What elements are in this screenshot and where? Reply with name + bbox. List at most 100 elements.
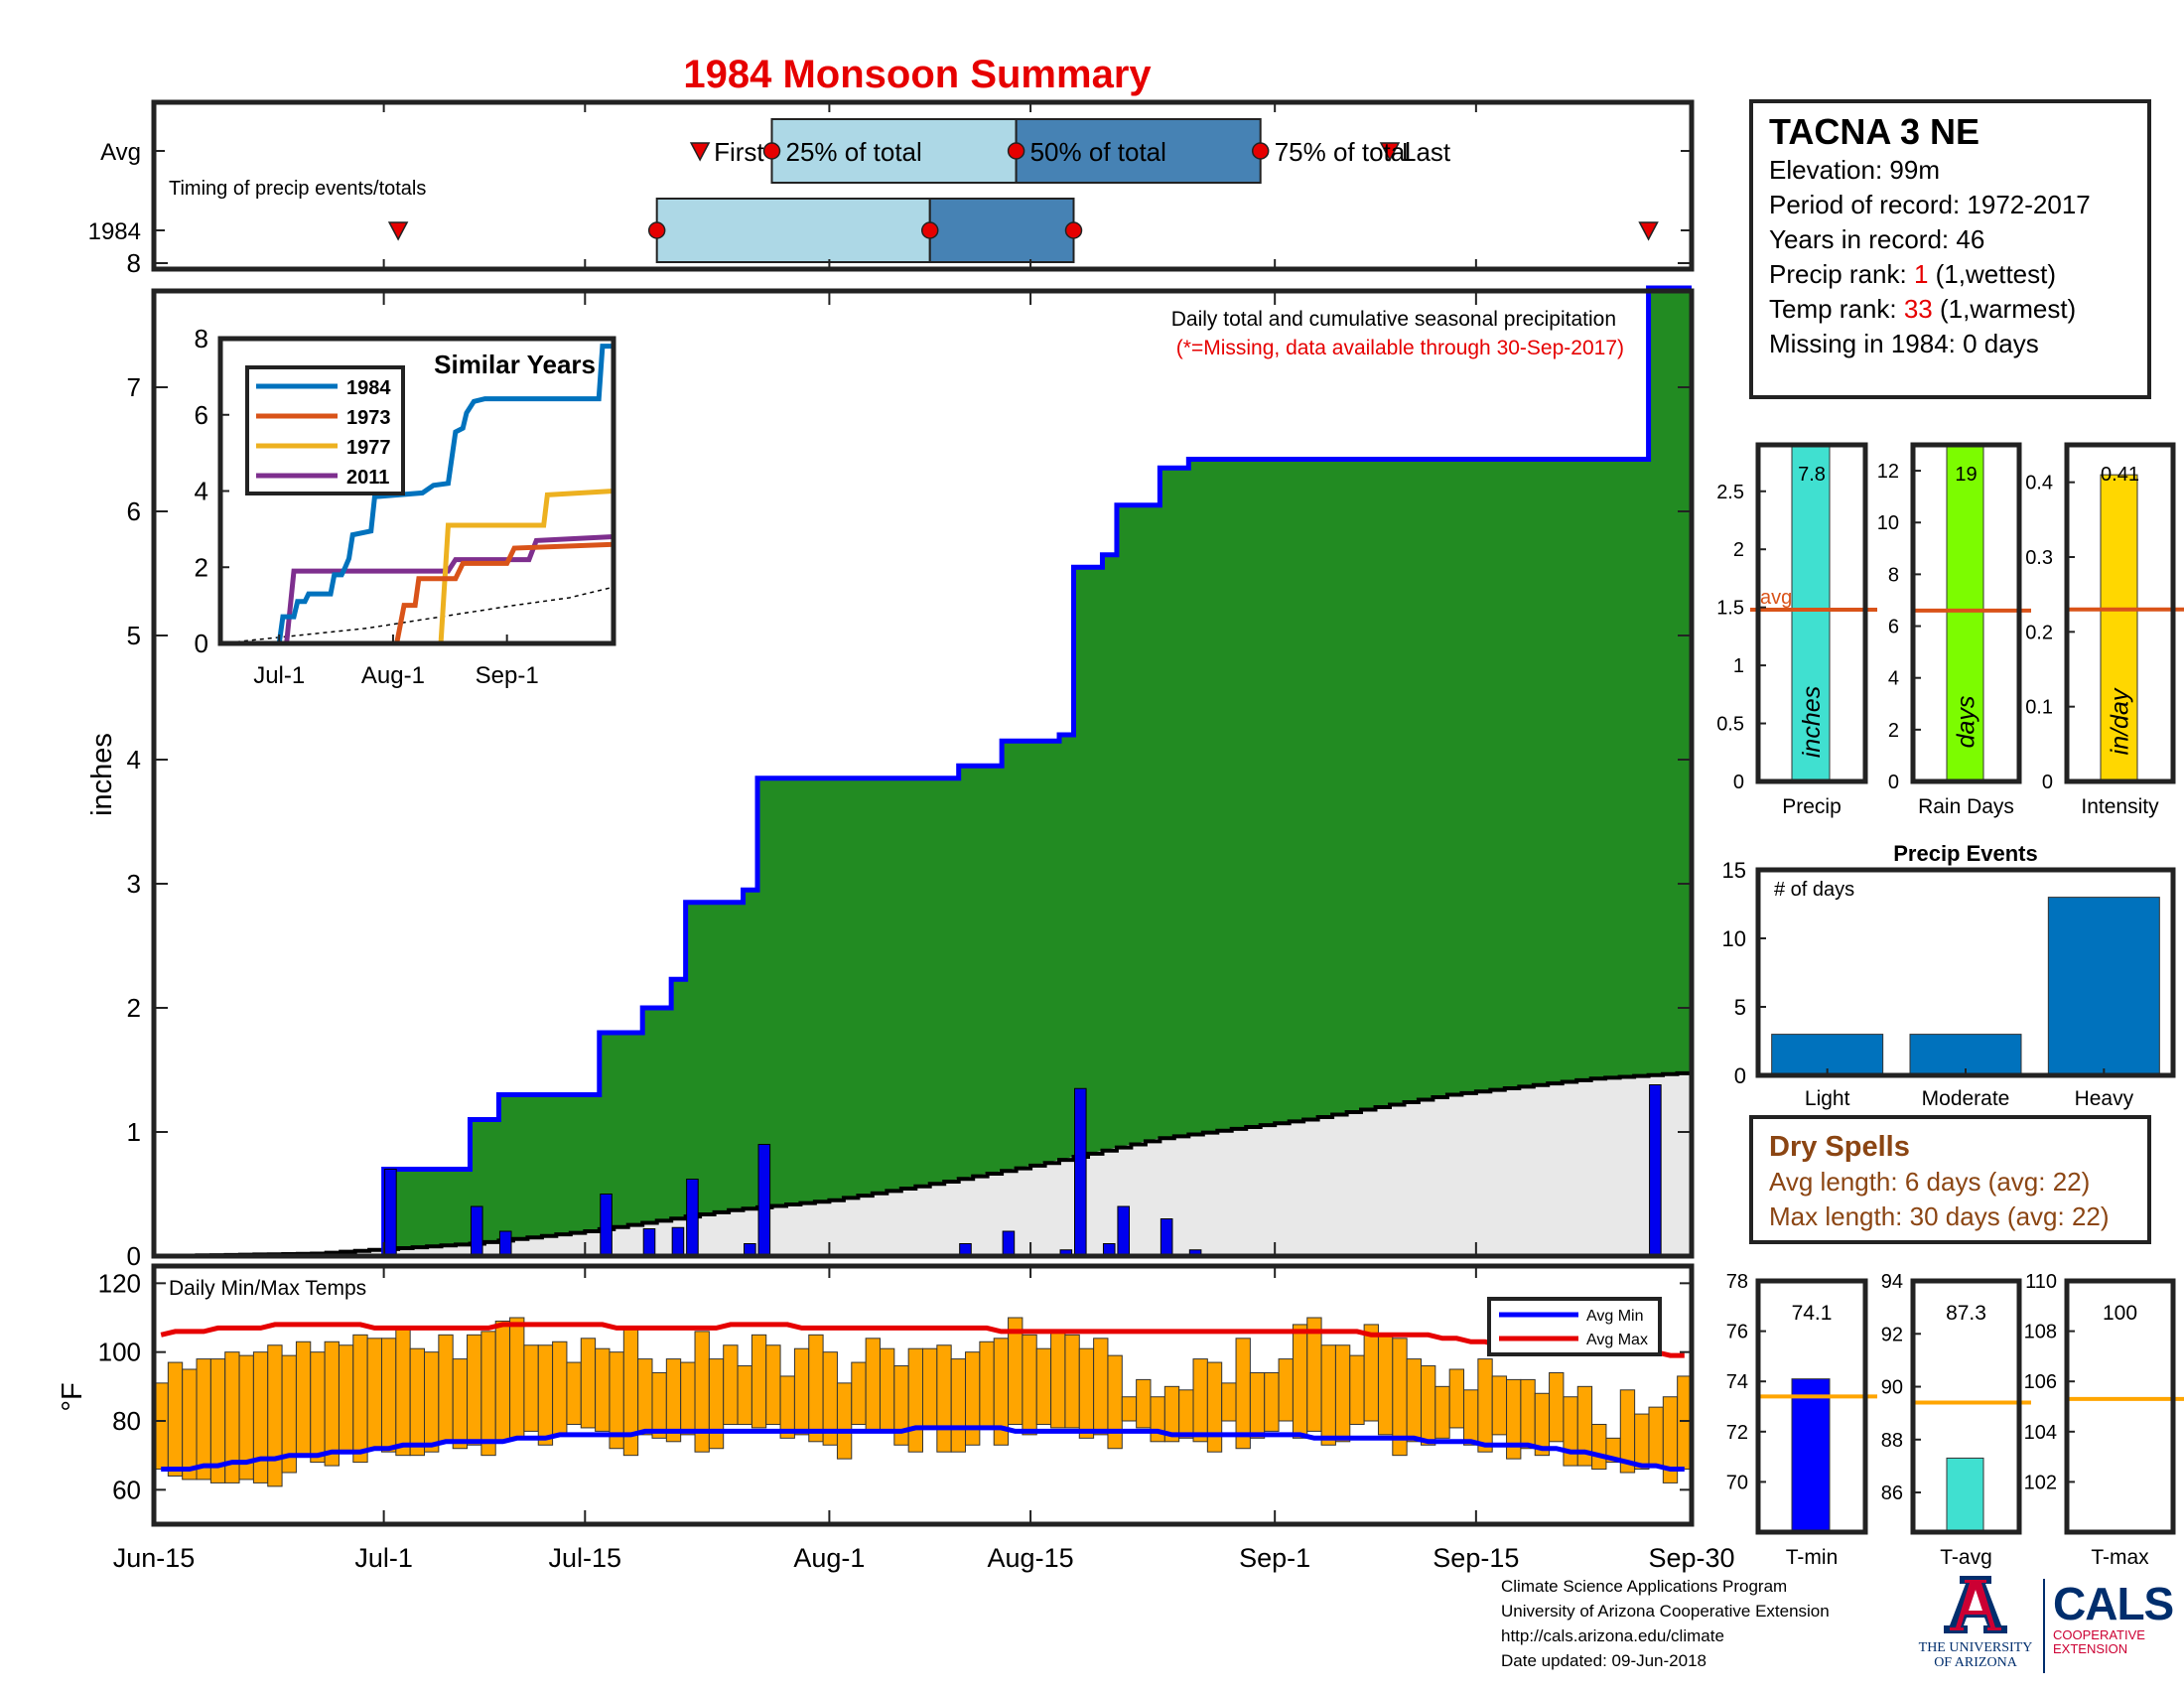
temp-range-bar <box>1107 1354 1123 1450</box>
similar-y-tick-label: 2 <box>195 552 208 582</box>
logo-cals-text: CALS <box>2053 1578 2174 1629</box>
temp-range-bar <box>922 1347 938 1429</box>
daily-precip-bar <box>671 1226 685 1257</box>
precip-y-axis-label: inches <box>86 733 118 816</box>
temp-summary-y-tick-label: 110 <box>2025 1271 2057 1293</box>
summary-x-label: Precip <box>1782 795 1842 818</box>
timing-label-last: Last <box>1402 137 1451 167</box>
similar-legend-label-1984: 1984 <box>346 377 391 399</box>
temp-range-bar <box>1121 1396 1138 1422</box>
similar-legend-label-1973: 1973 <box>346 407 391 429</box>
timing-row-label: Avg <box>100 139 141 166</box>
temp-y-tick-label: 120 <box>98 1268 141 1298</box>
summary-y-tick-label: 2 <box>1733 539 1744 561</box>
temp-range-bar <box>1221 1382 1237 1422</box>
temp-range-bar <box>409 1347 426 1457</box>
temp-plot-frame <box>151 1263 1695 1527</box>
temp-range-bar <box>167 1361 184 1477</box>
temp-range-bar <box>324 1340 340 1467</box>
summary-bar-rain-days <box>1946 444 1984 782</box>
temp-summary-y-tick-label: 90 <box>1881 1377 1903 1399</box>
station-temp-rank: Temp rank: 33 (1,warmest) <box>1769 292 2147 327</box>
precip-chart-title: Daily total and cumulative seasonal prec… <box>1171 308 1616 331</box>
summary-y-tick-label: 12 <box>1877 461 1899 483</box>
temp-range-bar <box>1192 1358 1208 1443</box>
temp-summary-y-tick-label: 74 <box>1726 1371 1748 1393</box>
temp-range-bar <box>694 1331 710 1453</box>
avg-max-temp-line <box>160 1322 1685 1358</box>
temp-summary-y-tick-label: 92 <box>1881 1324 1903 1345</box>
precip-chart-subtitle: (*=Missing, data available through 30-Se… <box>1176 337 1624 359</box>
temp-range-bar <box>494 1320 511 1443</box>
summary-panel-frame <box>2064 442 2176 784</box>
daily-precip-bar <box>1002 1230 1016 1257</box>
date-x-tick-label: Jul-15 <box>549 1543 622 1573</box>
summary-y-tick-label: 2 <box>1888 720 1899 742</box>
logo-ua-text: THE UNIVERSITY OF ARIZONA <box>1918 1640 2033 1670</box>
temp-summary-value-label: 74.1 <box>1792 1302 1833 1325</box>
date-x-tick-label: Sep-30 <box>1648 1543 1734 1573</box>
summary-value-label: 7.8 <box>1798 464 1826 486</box>
temp-range-bar <box>737 1365 752 1425</box>
footer-url[interactable]: http://cals.arizona.edu/climate <box>1501 1626 1724 1645</box>
arizona-a-icon <box>1944 1576 2007 1633</box>
temp-range-bar <box>936 1344 952 1453</box>
similar-x-tick-label: Sep-1 <box>476 662 539 689</box>
timing-percentile-marker <box>762 142 781 160</box>
temp-range-bar <box>879 1347 895 1432</box>
temp-range-bar <box>1648 1406 1664 1467</box>
precip-y-tick-label: 4 <box>127 745 141 775</box>
summary-y-tick-label: 0 <box>1888 772 1899 793</box>
logo-coop-text: COOPERATIVE EXTENSION <box>2053 1627 2145 1656</box>
temp-range-bar <box>1078 1347 1095 1439</box>
date-x-tick-label: Jun-15 <box>113 1543 196 1573</box>
temp-y-axis-label: °F <box>57 1382 88 1411</box>
date-x-tick-label: Sep-1 <box>1239 1543 1310 1573</box>
timing-percentile-marker <box>920 221 939 239</box>
temp-range-bar <box>1491 1375 1508 1436</box>
similar-y-tick-label: 8 <box>195 324 208 353</box>
temp-range-bar <box>566 1361 582 1425</box>
precip-rank-note: (1,wettest) <box>1928 259 2057 289</box>
summary-panel-frame <box>1910 442 2022 784</box>
temp-summary-y-tick-label: 78 <box>1726 1271 1748 1293</box>
temp-range-bar <box>1206 1361 1223 1453</box>
temp-range-bar <box>851 1361 867 1425</box>
temp-range-bar <box>680 1361 696 1436</box>
temp-y-tick-label: 60 <box>112 1475 141 1504</box>
temp-range-bar <box>765 1344 781 1425</box>
daily-precip-bar <box>600 1194 613 1257</box>
precip-y-tick-label: 1 <box>127 1117 141 1147</box>
temp-summary-x-label: T-avg <box>1940 1546 1992 1569</box>
temp-range-bar <box>1420 1365 1436 1446</box>
temp-range-bar <box>1022 1334 1037 1436</box>
similar-years-line-1973 <box>220 541 614 646</box>
temp-rank-note: (1,warmest) <box>1932 294 2077 324</box>
temp-range-bar <box>808 1334 824 1443</box>
temp-range-bar <box>651 1371 667 1439</box>
daily-precip-bar <box>470 1205 483 1257</box>
temp-range-bar <box>1278 1358 1294 1422</box>
temp-range-bar <box>1136 1378 1152 1429</box>
temp-range-bar <box>380 1338 397 1453</box>
timing-box-25-50 <box>770 118 1018 184</box>
temp-y-tick-label: 100 <box>98 1338 141 1367</box>
temp-summary-y-tick-label: 94 <box>1881 1271 1903 1293</box>
summary-y-tick-label: 1.5 <box>1716 598 1744 620</box>
timing-percentile-marker <box>647 221 666 239</box>
timing-first-last-marker <box>1379 142 1401 162</box>
timing-label-first: First <box>714 137 764 167</box>
station-precip-rank: Precip rank: 1 (1,wettest) <box>1769 257 2147 292</box>
temp-range-bar <box>595 1347 611 1432</box>
chart-title: 1984 Monsoon Summary <box>683 53 1152 96</box>
temp-range-bar <box>1406 1358 1422 1443</box>
similar-x-tick-label: Aug-1 <box>361 662 425 689</box>
temp-range-bar <box>1563 1396 1578 1467</box>
temp-legend-label: Avg Max <box>1586 1332 1648 1348</box>
timing-box-50-75 <box>928 198 1075 263</box>
timing-row-label: 1984 <box>88 218 141 245</box>
date-x-tick-label: Sep-15 <box>1433 1543 1519 1573</box>
temp-range-bar <box>1349 1354 1365 1425</box>
temp-summary-y-tick-label: 104 <box>2024 1422 2057 1444</box>
